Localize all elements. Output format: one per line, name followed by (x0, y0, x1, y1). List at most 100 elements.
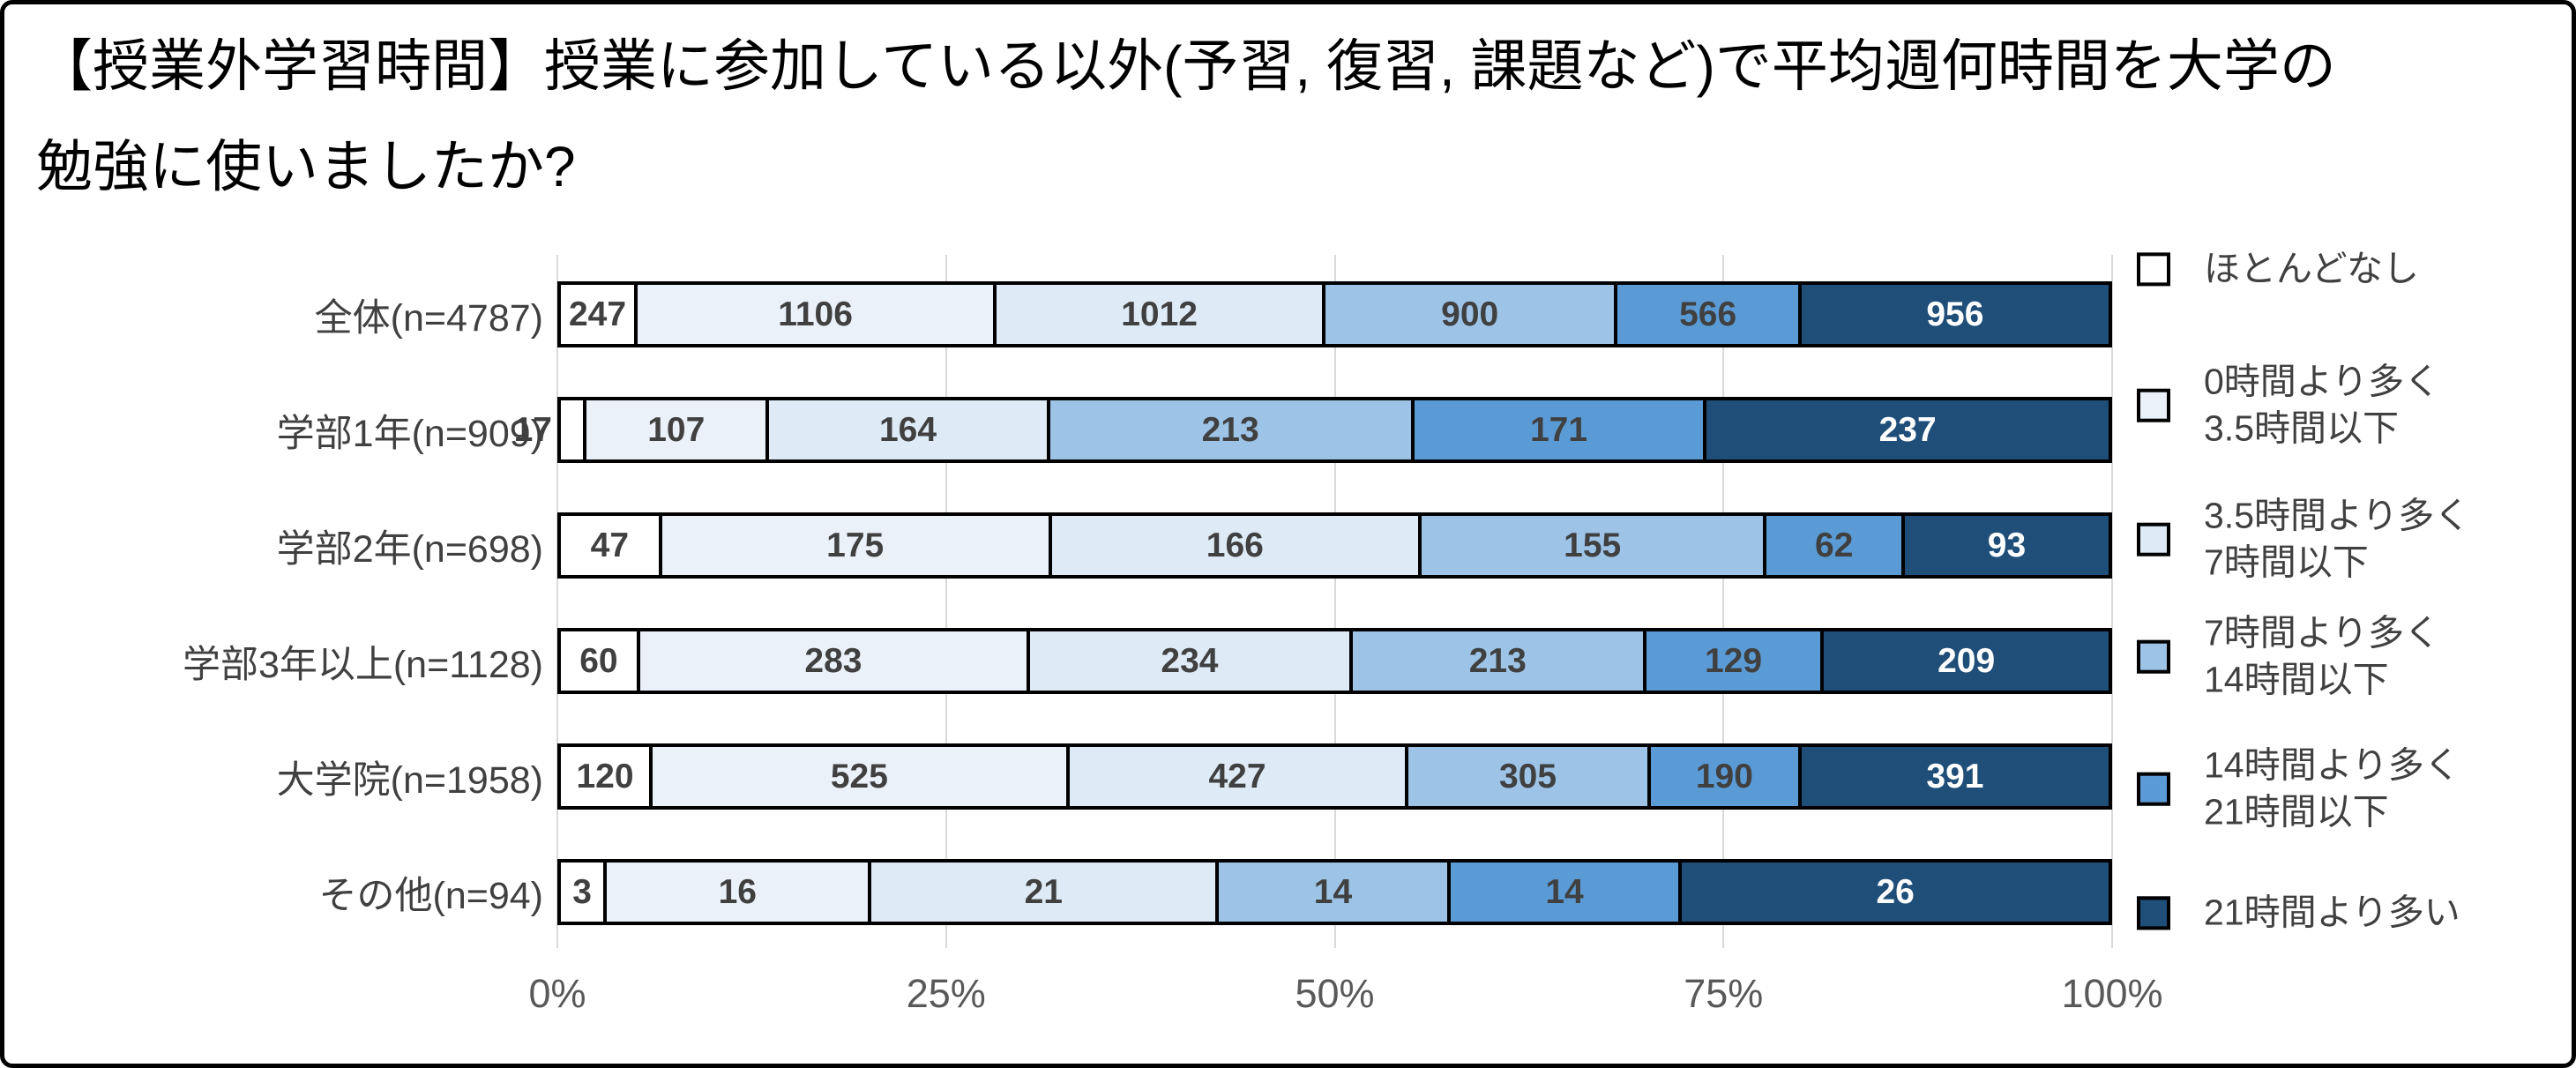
stacked-bar: 60 283 234 213 129 209 (557, 628, 2112, 694)
legend-item: 7時間より多く 14時間以下 (2137, 610, 2440, 705)
bar-row: 学部3年以上(n=1128) 60 283 234 213 129 209 (183, 603, 2112, 719)
bar-segment: 47 (557, 512, 662, 579)
segment-value-label: 1012 (1121, 295, 1198, 333)
segment-value-label: 171 (1529, 410, 1588, 449)
legend-item: 14時間より多く 21時間以下 (2137, 743, 2460, 837)
segment-value-label: 900 (1441, 295, 1499, 333)
segment-value-label: 107 (647, 410, 706, 449)
bar-segment: 1012 (997, 281, 1325, 347)
segment-value-label: 247 (568, 295, 627, 333)
bar-segment: 1106 (637, 281, 997, 347)
bar-segment: 26 (1682, 859, 2112, 925)
bar-segment: 427 (1069, 743, 1409, 810)
x-tick-label: 75% (1684, 971, 1764, 1016)
category-label: 学部3年以上(n=1128) (182, 643, 543, 686)
category-label: その他(n=94) (318, 874, 544, 917)
bar-segment: 21 (871, 859, 1220, 925)
segment-value-label: 93 (1987, 526, 2027, 564)
legend-item-label: 0時間より多く 3.5時間以下 (2204, 361, 2440, 449)
gridline (1722, 255, 1725, 948)
bar-segment: 171 (1414, 397, 1707, 463)
bar-segment: 120 (557, 743, 653, 810)
x-tick-label: 50% (1295, 971, 1375, 1016)
bar-segment: 525 (653, 743, 1070, 810)
bar-segment: 566 (1617, 281, 1802, 347)
legend-swatch (2137, 251, 2170, 286)
bar-segment: 175 (661, 512, 1052, 579)
x-tick-label: 25% (906, 971, 986, 1016)
stacked-bar: 247 1106 1012 900 566 956 (557, 281, 2112, 347)
segment-value-label: 283 (804, 641, 862, 680)
chart-title: 【授業外学習時間】授業に参加している以外(予習, 復習, 課題など)で平均週何時… (36, 34, 2336, 198)
segment-value-label: 14 (1313, 872, 1353, 911)
bar-segment: 283 (639, 628, 1031, 694)
segment-value-label: 237 (1878, 410, 1937, 449)
segment-value-label: 209 (1938, 641, 1996, 680)
segment-value-label: 120 (576, 757, 634, 795)
bar-segment: 247 (557, 281, 638, 347)
stacked-bar: 3 16 21 14 14 26 (557, 859, 2112, 925)
legend-item: ほとんどなし (2137, 245, 2419, 292)
segment-value-label: 16 (718, 872, 757, 911)
category-label: 学部2年(n=698) (276, 527, 543, 571)
bar-segment: 164 (769, 397, 1050, 463)
x-tick-label: 100% (2061, 971, 2163, 1016)
segment-value-label: 166 (1206, 526, 1264, 564)
bar-segment: 900 (1325, 281, 1618, 347)
segment-value-label: 62 (1815, 526, 1854, 564)
legend-item-label: 21時間より多い (2204, 892, 2460, 933)
bar-row: その他(n=94) 3 16 21 14 14 26 (319, 834, 2112, 950)
bar-row: 学部2年(n=698) 47 175 166 155 62 93 (277, 488, 2112, 603)
bar-segment: 60 (557, 628, 640, 694)
plot-area: 全体(n=4787) 247 1106 1012 900 566 956 学部1年(n=909… (183, 255, 2113, 950)
bar-segment: 14 (1219, 859, 1451, 925)
stacked-bar: 47 175 166 155 62 93 (557, 512, 2112, 579)
legend-item: 21時間より多い (2137, 889, 2460, 936)
segment-value-label: 190 (1695, 757, 1753, 795)
gridline (556, 255, 558, 948)
bar-segment: 17 (514, 397, 586, 463)
segment-value-label: 26 (1876, 872, 1915, 911)
legend-item: 0時間より多く 3.5時間以下 (2137, 359, 2440, 453)
legend-swatch (2137, 773, 2170, 806)
segment-value-label: 129 (1704, 641, 1763, 680)
segment-value-label: 525 (830, 757, 888, 795)
bar-segment: 234 (1030, 628, 1353, 694)
bar-segment: 213 (1352, 628, 1646, 694)
segment-value-label: 21 (1024, 872, 1063, 911)
category-label: 全体(n=4787) (314, 296, 543, 340)
bar-segment: 391 (1801, 743, 2112, 810)
segment-value-label: 566 (1679, 295, 1737, 333)
segment-value-label: 47 (590, 526, 630, 564)
bar-segment: 62 (1766, 512, 1906, 579)
legend-item-label: 3.5時間より多く 7時間以下 (2204, 495, 2471, 583)
bar-row: 学部1年(n=909) 17 107 164 213 171 237 (277, 372, 2112, 488)
bar-segment: 190 (1650, 743, 1802, 810)
segment-value-label: 427 (1208, 757, 1266, 795)
segment-value-label: 17 (513, 410, 552, 449)
segment-value-label: 213 (1468, 641, 1527, 680)
category-label: 大学院(n=1958) (276, 758, 543, 802)
bar-segment: 3 (557, 859, 608, 925)
legend-swatch (2137, 389, 2170, 422)
segment-value-label: 3 (572, 872, 592, 911)
segment-value-label: 60 (579, 641, 618, 680)
segment-value-label: 155 (1564, 526, 1622, 564)
gridline (945, 255, 947, 948)
legend-item-label: 14時間より多く 21時間以下 (2204, 744, 2460, 833)
gridline (2111, 255, 2113, 948)
legend-swatch (2137, 523, 2170, 556)
bar-segment: 166 (1051, 512, 1422, 579)
legend-swatch (2137, 640, 2170, 674)
bar-segment: 107 (586, 397, 770, 463)
bar-row: 全体(n=4787) 247 1106 1012 900 566 956 (315, 257, 2112, 372)
segment-value-label: 175 (826, 526, 885, 564)
segment-value-label: 164 (878, 410, 937, 449)
bar-segment: 16 (607, 859, 872, 925)
bar-segment: 956 (1801, 281, 2112, 347)
bar-segment: 209 (1824, 628, 2112, 694)
x-axis: 0% 25% 50% 75% 100% (528, 971, 2162, 1024)
x-tick-label: 0% (528, 971, 586, 1016)
bar-segment: 237 (1706, 397, 2112, 463)
legend: ほとんどなし 0時間より多く 3.5時間以下 3.5時間より多く 7時間以下 7時間よ… (2137, 4, 2572, 1064)
